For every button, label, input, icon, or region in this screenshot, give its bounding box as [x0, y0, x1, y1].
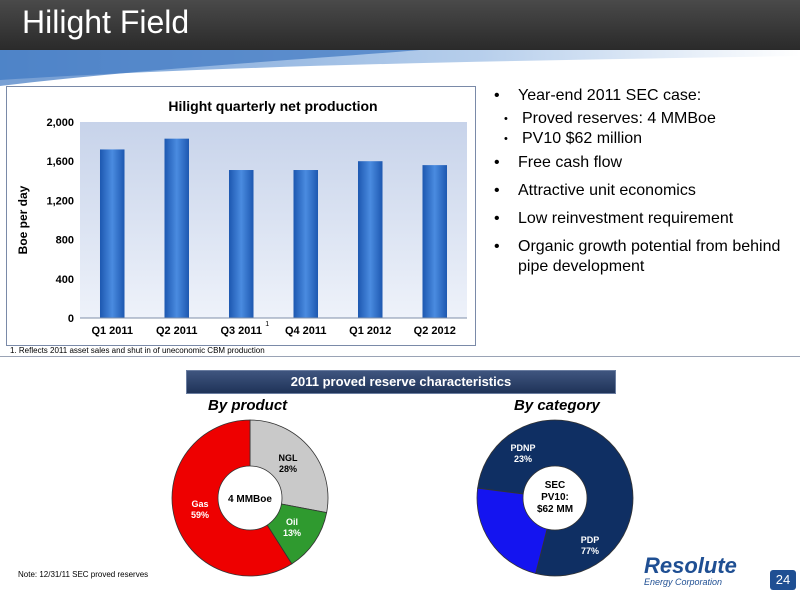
donut-center [217, 465, 283, 531]
slice-percent: 23% [514, 454, 532, 464]
x-tick-label: Q2 2012 [414, 325, 456, 337]
company-logo: Resolute Energy Corporation [644, 553, 738, 588]
chart-title: Hilight quarterly net production [168, 98, 377, 114]
x-tick-label: Q4 2011 [285, 325, 327, 337]
y-tick-label: 1,600 [46, 156, 74, 168]
slice-label: PDP [581, 535, 600, 545]
bullet-item: • Organic growth potential from behind pi… [494, 238, 781, 275]
x-tick-label: Q2 2011 [156, 325, 198, 337]
bullet-text: Organic growth potential from behind pip… [518, 238, 781, 275]
bullet-text: Low reinvestment requirement [518, 210, 734, 227]
y-tick-label: 2,000 [46, 117, 74, 129]
y-tick-label: 800 [56, 235, 74, 247]
sub-bullet-text: PV10 $62 million [522, 130, 643, 147]
bullet-item: • Attractive unit economics [494, 182, 696, 199]
bullet-text: Free cash flow [518, 154, 623, 171]
x-tick-label: Q1 2012 [349, 325, 391, 337]
header-swoosh-decoration [0, 50, 800, 86]
x-tick-label: Q1 2011 [91, 325, 133, 337]
bar [422, 165, 448, 318]
by-product-heading: By product [208, 397, 288, 414]
logo-wordmark: Resolute [644, 553, 737, 578]
sub-bullet-item: • Proved reserves: 4 MMBoe [504, 110, 716, 127]
reserves-banner: 2011 proved reserve characteristics [186, 370, 616, 394]
bar [293, 170, 319, 318]
bullet-item: • Year-end 2011 SEC case: [494, 87, 702, 104]
bar [99, 149, 125, 318]
section-divider [0, 356, 800, 357]
bullet-item: • Free cash flow [494, 154, 623, 171]
slice-percent: 13% [283, 528, 301, 538]
slice-label: Gas [191, 499, 208, 509]
donut-center-line: SEC [545, 480, 566, 491]
donut-center-label: 4 MMBoe [228, 494, 272, 505]
slice-label: Oil [286, 517, 298, 527]
bar [164, 138, 190, 318]
x-tick-footnote-marker: 1 [265, 321, 269, 328]
y-tick-label: 1,200 [46, 195, 74, 207]
note-text: Note: 12/31/11 SEC proved reserves [18, 570, 149, 579]
title-bar: Hilight Field [0, 0, 800, 50]
production-chart-frame: Hilight quarterly net production Boe per… [6, 86, 476, 346]
slice-percent: 28% [279, 464, 297, 474]
key-points-list: • Year-end 2011 SEC case: • Proved reserve… [494, 86, 794, 280]
slice-label: NGL [279, 453, 299, 463]
bullet-item: • Low reinvestment requirement [494, 210, 734, 227]
bullet-text: Attractive unit economics [518, 182, 696, 199]
y-tick-label: 400 [56, 274, 74, 286]
logo-subtitle: Energy Corporation [644, 577, 723, 587]
bar [357, 161, 383, 318]
page-number: 24 [770, 570, 796, 590]
sub-bullet-text: Proved reserves: 4 MMBoe [522, 110, 716, 127]
production-bar-chart: Hilight quarterly net production Boe per… [16, 98, 467, 337]
slice-label: PDNP [510, 443, 535, 453]
y-tick-label: 0 [68, 313, 74, 325]
donut-center-line: $62 MM [537, 504, 573, 515]
slice-percent: 59% [191, 510, 209, 520]
slice-percent: 77% [581, 546, 599, 556]
plot-area [80, 122, 467, 318]
x-tick-label: Q3 2011 [220, 325, 262, 337]
donut-center-line: PV10: [541, 492, 569, 503]
chart-y-axis-label: Boe per day [16, 185, 30, 254]
bullet-text: Year-end 2011 SEC case: [518, 87, 702, 104]
chart-footnote: 1. Reflects 2011 asset sales and shut in… [10, 346, 265, 355]
by-category-heading: By category [514, 397, 600, 414]
bar [228, 170, 254, 318]
donut-center [522, 465, 588, 531]
sub-bullet-item: • PV10 $62 million [504, 130, 643, 147]
slide-title: Hilight Field [22, 4, 190, 40]
